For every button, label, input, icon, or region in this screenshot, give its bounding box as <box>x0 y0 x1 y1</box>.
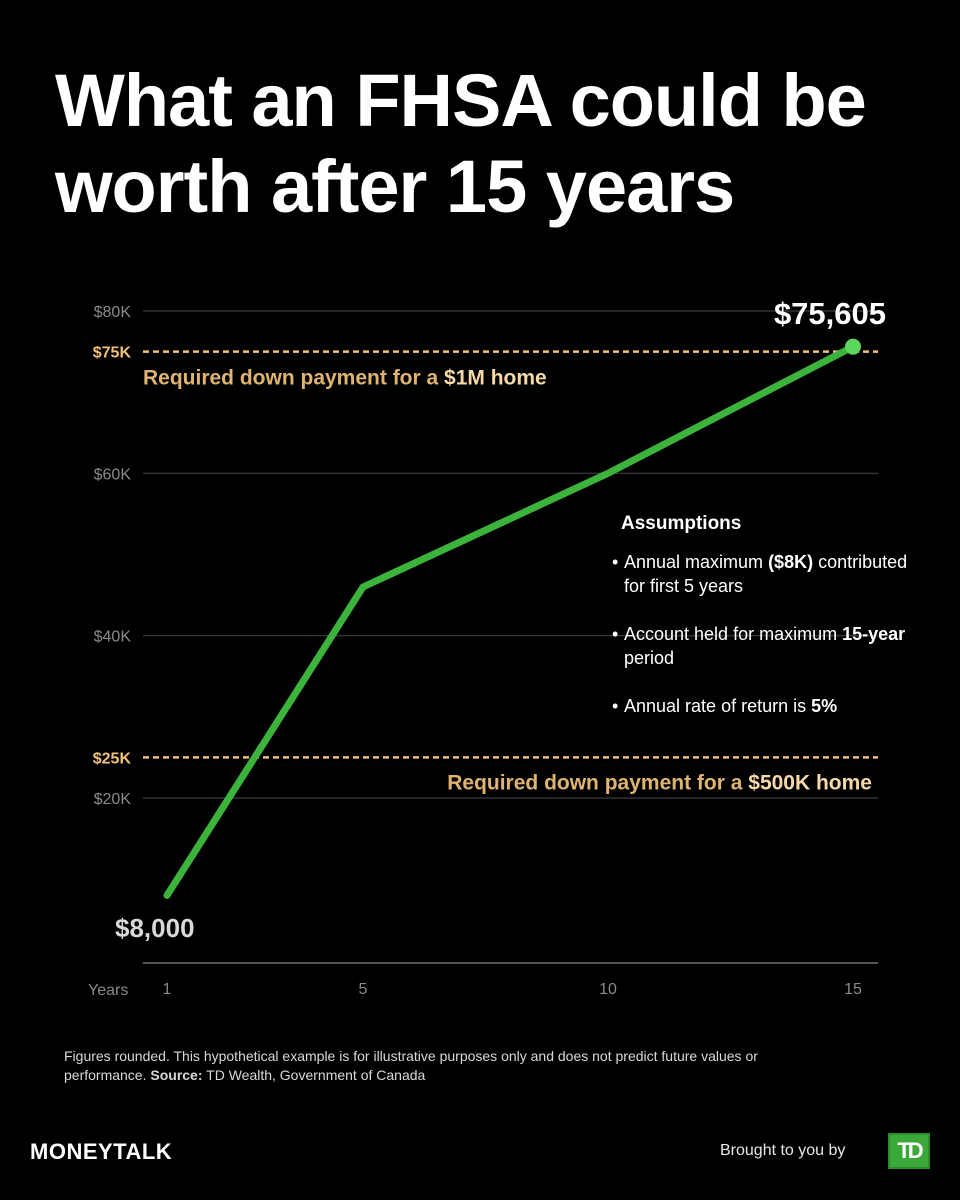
assumption-item: Annual rate of return is 5% <box>612 694 912 718</box>
page-title: What an FHSA could be worth after 15 yea… <box>55 59 867 228</box>
y-axis-ticks: $20K $40K $60K $80K <box>94 304 132 808</box>
assumption-text: contributed for first 5 years <box>624 552 908 596</box>
y-tick-label: $40K <box>94 629 132 646</box>
assumption-text: Account held for maximum <box>624 624 843 644</box>
x-tick-label: 15 <box>844 981 862 998</box>
x-axis-ticks: 1 5 10 15 <box>163 981 862 998</box>
y-tick-label: $20K <box>94 791 132 808</box>
assumption-emphasis: 5% <box>811 696 838 716</box>
assumption-text: period <box>624 648 675 668</box>
reference-lines: $75K Required down payment for a $1M home… <box>93 345 878 794</box>
assumptions-title: Assumptions <box>621 513 742 534</box>
footnote-source-label: Source: <box>150 1067 203 1083</box>
footnote: Figures rounded. This hypothetical examp… <box>64 1047 764 1085</box>
start-value-label: $8,000 <box>115 913 195 943</box>
reference-label-text: Required down payment for a <box>447 771 748 794</box>
reference-label-text: Required down payment for a <box>143 367 444 390</box>
assumption-item: Account held for maximum 15-year period <box>612 622 912 670</box>
assumption-emphasis: 15-year <box>842 624 906 644</box>
assumptions-list: Annual maximum ($8K) contributed for fir… <box>612 550 912 718</box>
fhsa-line-chart: $20K $40K $60K $80K $75K Required down payme… <box>88 296 886 999</box>
assumption-text: Annual maximum <box>624 552 769 572</box>
end-value-label: $75,605 <box>774 296 886 331</box>
reference-tick-label: $25K <box>93 750 132 767</box>
assumptions-panel: Assumptions Annual maximum ($8K) contrib… <box>612 512 912 742</box>
td-logo-icon: TD <box>888 1133 930 1169</box>
series-line <box>163 338 861 899</box>
sponsor-text: Brought to you by <box>720 1142 846 1159</box>
end-point-marker <box>845 338 861 355</box>
footnote-source-text: TD Wealth, Government of Canada <box>206 1067 426 1083</box>
series-path <box>163 343 857 899</box>
footnote-text: Figures rounded. This hypothetical examp… <box>64 1048 758 1083</box>
assumption-text: Annual rate of return is <box>624 696 812 716</box>
assumption-emphasis: ($8K) <box>768 552 814 572</box>
reference-line-label: Required down payment for a $1M home <box>143 367 547 390</box>
moneytalk-logo: MONEYTALK <box>30 1139 173 1164</box>
reference-tick-label: $75K <box>93 345 132 362</box>
x-tick-label: 10 <box>599 981 617 998</box>
assumption-item: Annual maximum ($8K) contributed for fir… <box>612 550 912 598</box>
x-tick-label: 5 <box>359 981 368 998</box>
y-tick-label: $60K <box>94 466 132 483</box>
reference-line-label: Required down payment for a $500K home <box>447 771 872 794</box>
x-tick-label: 1 <box>163 981 172 998</box>
reference-label-emphasis: $500K home <box>748 771 872 794</box>
y-tick-label: $80K <box>94 304 132 321</box>
reference-label-emphasis: $1M home <box>444 367 547 390</box>
x-axis-label: Years <box>88 982 128 999</box>
